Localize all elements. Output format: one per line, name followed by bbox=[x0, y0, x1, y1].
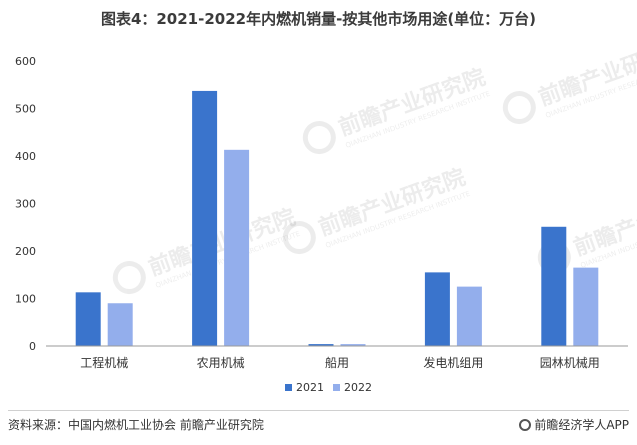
bar bbox=[224, 149, 250, 346]
bar bbox=[107, 303, 133, 346]
x-tick-label: 船用 bbox=[325, 356, 349, 370]
x-tick-label: 发电机组用 bbox=[423, 355, 483, 370]
x-tick-label: 农用机械 bbox=[197, 355, 245, 370]
legend: 2021 2022 bbox=[285, 381, 372, 394]
bar bbox=[573, 267, 599, 346]
x-axis: 工程机械 农用机械 船用 发电机组用 园林机械用 bbox=[46, 345, 628, 370]
y-tick-label: 100 bbox=[15, 293, 36, 306]
bar bbox=[308, 344, 334, 346]
y-tick-label: 0 bbox=[29, 340, 36, 353]
brand-text: 前瞻经济学人APP bbox=[534, 418, 629, 432]
brand-credit: 前瞻经济学人APP bbox=[519, 416, 629, 433]
watermark-logo-icon bbox=[302, 121, 336, 155]
y-tick-label: 600 bbox=[15, 55, 36, 68]
brand-logo-icon bbox=[519, 419, 532, 431]
footer-divider bbox=[8, 410, 629, 411]
watermark-logo-icon bbox=[282, 221, 316, 255]
bar bbox=[192, 90, 218, 346]
bars-layer bbox=[75, 90, 599, 346]
watermark-logo-icon bbox=[502, 91, 536, 125]
y-tick-label: 500 bbox=[15, 103, 36, 116]
y-axis: 0 100 200 300 400 500 600 bbox=[15, 55, 36, 353]
source-note: 资料来源：中国内燃机工业协会 前瞻产业研究院 bbox=[8, 418, 264, 432]
bar bbox=[75, 292, 101, 346]
chart-title: 图表4：2021-2022年内燃机销量-按其他市场用途(单位：万台) bbox=[100, 10, 537, 28]
y-tick-label: 200 bbox=[15, 245, 36, 258]
bar bbox=[541, 226, 567, 346]
bar bbox=[424, 272, 450, 346]
legend-label: 2022 bbox=[344, 381, 372, 394]
legend-label: 2021 bbox=[296, 381, 324, 394]
legend-swatch bbox=[333, 384, 340, 391]
x-tick-label: 工程机械 bbox=[80, 355, 128, 370]
y-tick-label: 400 bbox=[15, 150, 36, 163]
x-tick-label: 园林机械用 bbox=[540, 355, 600, 370]
footer: 资料来源：中国内燃机工业协会 前瞻产业研究院 前瞻经济学人APP bbox=[8, 416, 629, 436]
legend-swatch bbox=[285, 384, 292, 391]
bar bbox=[340, 344, 366, 346]
y-tick-label: 300 bbox=[15, 198, 36, 211]
bar bbox=[456, 286, 482, 346]
watermark-logo-icon bbox=[112, 261, 146, 295]
